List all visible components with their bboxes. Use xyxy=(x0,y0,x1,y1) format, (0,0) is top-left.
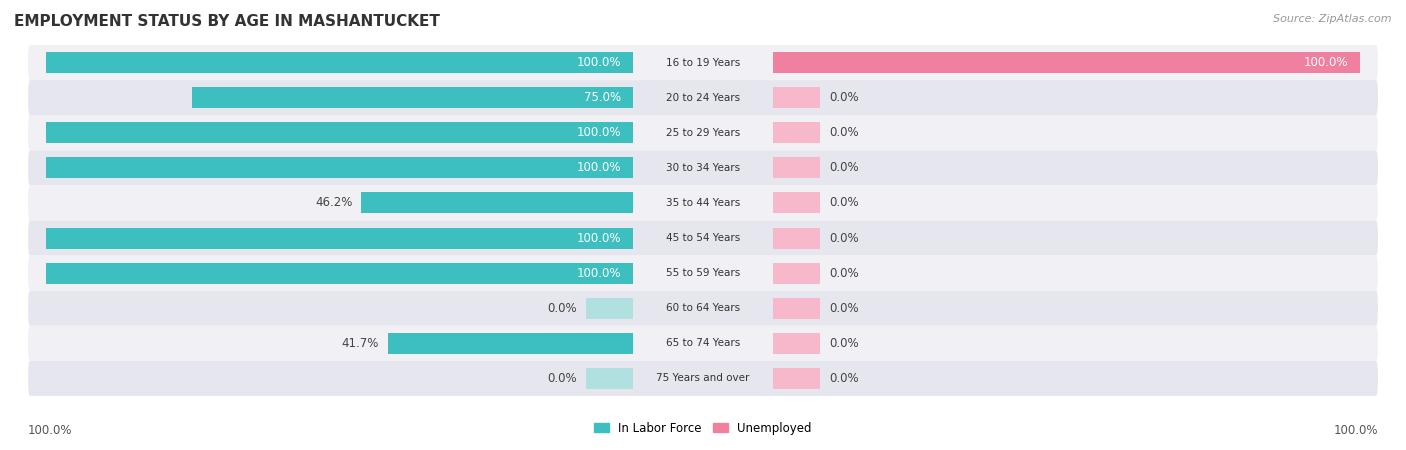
Bar xyxy=(773,228,820,248)
Text: 100.0%: 100.0% xyxy=(576,162,621,174)
Text: 60 to 64 Years: 60 to 64 Years xyxy=(666,303,740,313)
Text: 100.0%: 100.0% xyxy=(28,423,73,436)
Text: 46.2%: 46.2% xyxy=(315,197,353,209)
Bar xyxy=(193,87,633,108)
Text: 20 to 24 Years: 20 to 24 Years xyxy=(666,93,740,103)
Text: 0.0%: 0.0% xyxy=(830,197,859,209)
Bar xyxy=(46,263,633,284)
Text: 100.0%: 100.0% xyxy=(576,232,621,244)
Text: 100.0%: 100.0% xyxy=(576,56,621,69)
Text: 0.0%: 0.0% xyxy=(547,302,576,315)
FancyBboxPatch shape xyxy=(28,220,1378,256)
Bar xyxy=(46,122,633,143)
Bar xyxy=(773,52,1360,73)
Text: 55 to 59 Years: 55 to 59 Years xyxy=(666,268,740,278)
FancyBboxPatch shape xyxy=(28,150,1378,185)
Bar xyxy=(773,368,820,389)
Text: 0.0%: 0.0% xyxy=(830,267,859,279)
Bar xyxy=(773,87,820,108)
FancyBboxPatch shape xyxy=(28,80,1378,115)
Bar xyxy=(46,52,633,73)
Text: 16 to 19 Years: 16 to 19 Years xyxy=(666,58,740,68)
Text: 0.0%: 0.0% xyxy=(830,126,859,139)
Bar xyxy=(773,298,820,319)
FancyBboxPatch shape xyxy=(28,185,1378,220)
Bar xyxy=(46,228,633,248)
Bar xyxy=(773,122,820,143)
FancyBboxPatch shape xyxy=(28,45,1378,80)
Text: 0.0%: 0.0% xyxy=(547,372,576,385)
Text: 0.0%: 0.0% xyxy=(830,91,859,104)
Text: 25 to 29 Years: 25 to 29 Years xyxy=(666,128,740,138)
Bar xyxy=(46,158,633,178)
Text: 41.7%: 41.7% xyxy=(342,337,380,350)
Text: 0.0%: 0.0% xyxy=(830,372,859,385)
FancyBboxPatch shape xyxy=(28,115,1378,150)
Bar xyxy=(773,263,820,284)
Legend: In Labor Force, Unemployed: In Labor Force, Unemployed xyxy=(589,417,817,439)
Text: 100.0%: 100.0% xyxy=(576,126,621,139)
Bar xyxy=(773,193,820,213)
Bar xyxy=(773,158,820,178)
Text: 0.0%: 0.0% xyxy=(830,337,859,350)
Text: 100.0%: 100.0% xyxy=(1303,56,1348,69)
Bar xyxy=(586,298,633,319)
Text: 100.0%: 100.0% xyxy=(576,267,621,279)
Bar xyxy=(388,333,633,354)
FancyBboxPatch shape xyxy=(28,256,1378,291)
FancyBboxPatch shape xyxy=(28,326,1378,361)
Text: 65 to 74 Years: 65 to 74 Years xyxy=(666,338,740,348)
Text: 75.0%: 75.0% xyxy=(583,91,621,104)
Text: 35 to 44 Years: 35 to 44 Years xyxy=(666,198,740,208)
Text: 0.0%: 0.0% xyxy=(830,232,859,244)
Text: 45 to 54 Years: 45 to 54 Years xyxy=(666,233,740,243)
Text: 30 to 34 Years: 30 to 34 Years xyxy=(666,163,740,173)
Bar xyxy=(773,333,820,354)
Bar xyxy=(361,193,633,213)
Bar xyxy=(586,368,633,389)
Text: EMPLOYMENT STATUS BY AGE IN MASHANTUCKET: EMPLOYMENT STATUS BY AGE IN MASHANTUCKET xyxy=(14,14,440,28)
Text: 0.0%: 0.0% xyxy=(830,302,859,315)
Text: 75 Years and over: 75 Years and over xyxy=(657,374,749,383)
FancyBboxPatch shape xyxy=(28,361,1378,396)
Text: Source: ZipAtlas.com: Source: ZipAtlas.com xyxy=(1274,14,1392,23)
FancyBboxPatch shape xyxy=(28,291,1378,326)
Text: 0.0%: 0.0% xyxy=(830,162,859,174)
Text: 100.0%: 100.0% xyxy=(1333,423,1378,436)
